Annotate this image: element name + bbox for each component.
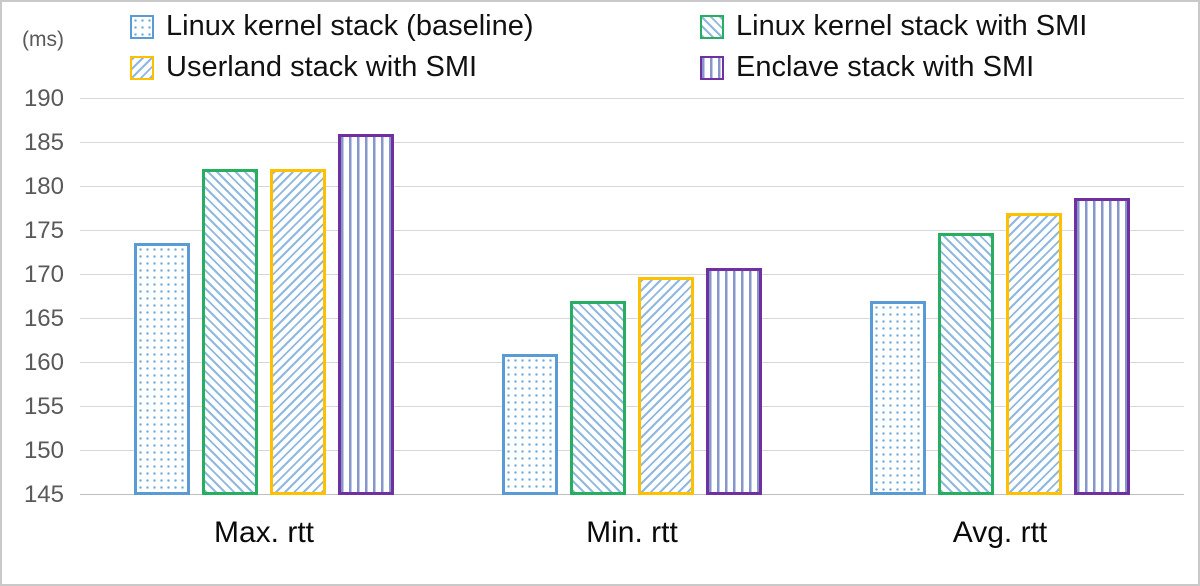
- legend-label: Enclave stack with SMI: [736, 51, 1035, 83]
- bar-userland-stack-with-smi-max-rtt: [270, 169, 326, 495]
- bar-group-max-rtt: [134, 99, 394, 495]
- bar-groups: [80, 99, 1184, 495]
- y-axis-tick-labels: 145 150 155 160 165 170 175 180 185 190: [2, 87, 64, 507]
- gridline: [80, 362, 1184, 364]
- bar-linux-kernel-stack-baseline-avg-rtt: [870, 301, 926, 495]
- y-axis-unit-label: (ms): [22, 28, 64, 51]
- gridline: [80, 450, 1184, 451]
- x-axis-line: [80, 494, 1184, 495]
- legend-item-linux-kernel-stack-with-smi: Linux kernel stack with SMI: [700, 10, 1087, 43]
- y-tick-label-180: 180: [23, 173, 64, 200]
- bar-linux-kernel-stack-baseline-max-rtt: [134, 243, 190, 495]
- gridline: [80, 230, 1184, 232]
- y-tick-label-185: 185: [23, 129, 64, 156]
- bar-enclave-stack-with-smi-avg-rtt: [1074, 198, 1130, 495]
- y-tick-label-155: 155: [23, 393, 64, 420]
- plot-area: [80, 98, 1184, 495]
- legend-item-enclave-stack-with-smi: Enclave stack with SMI: [700, 51, 1087, 84]
- x-axis-category-labels: Max. rtt Min. rtt Avg. rtt: [80, 516, 1184, 550]
- gridlines: [80, 98, 1184, 495]
- bar-linux-kernel-stack-with-smi-max-rtt: [202, 169, 258, 495]
- bar-userland-stack-with-smi-min-rtt: [638, 276, 694, 495]
- bar-userland-stack-with-smi-avg-rtt: [1006, 213, 1062, 495]
- legend-label: Userland stack with SMI: [166, 51, 478, 83]
- bar-linux-kernel-stack-with-smi-min-rtt: [570, 301, 626, 495]
- x-category-label-min-rtt: Min. rtt: [586, 516, 678, 549]
- bar-linux-kernel-stack-with-smi-avg-rtt: [938, 232, 994, 495]
- chart-legend: Linux kernel stack (baseline) Linux kerne…: [130, 10, 1087, 84]
- gridline: [80, 98, 1184, 99]
- gridline: [80, 274, 1184, 275]
- y-tick-label-190: 190: [23, 85, 64, 112]
- legend-swatch-icon: [700, 55, 724, 80]
- x-category-label-avg-rtt: Avg. rtt: [952, 516, 1048, 549]
- y-tick-label-175: 175: [23, 217, 64, 245]
- bar-enclave-stack-with-smi-max-rtt: [338, 134, 394, 495]
- gridline: [80, 142, 1184, 143]
- bar-group-min-rtt: [502, 99, 762, 495]
- legend-swatch-icon: [700, 14, 724, 39]
- legend-swatch-icon: [130, 14, 154, 39]
- bar-linux-kernel-stack-baseline-min-rtt: [502, 354, 558, 495]
- y-tick-label-160: 160: [23, 349, 64, 377]
- legend-label: Linux kernel stack with SMI: [736, 10, 1088, 42]
- gridline: [80, 318, 1184, 319]
- legend-label: Linux kernel stack (baseline): [166, 10, 534, 42]
- legend-item-linux-kernel-stack-baseline: Linux kernel stack (baseline): [130, 10, 690, 43]
- y-tick-label-170: 170: [23, 261, 64, 288]
- legend-swatch-icon: [130, 55, 154, 80]
- gridline: [80, 406, 1184, 407]
- y-tick-label-145: 145: [23, 481, 64, 508]
- gridline: [80, 186, 1184, 187]
- y-tick-label-150: 150: [23, 437, 64, 464]
- legend-item-userland-stack-with-smi: Userland stack with SMI: [130, 51, 690, 84]
- bar-enclave-stack-with-smi-min-rtt: [706, 267, 762, 495]
- bar-group-avg-rtt: [870, 99, 1130, 495]
- x-category-label-max-rtt: Max. rtt: [213, 516, 314, 549]
- y-tick-label-165: 165: [23, 305, 64, 332]
